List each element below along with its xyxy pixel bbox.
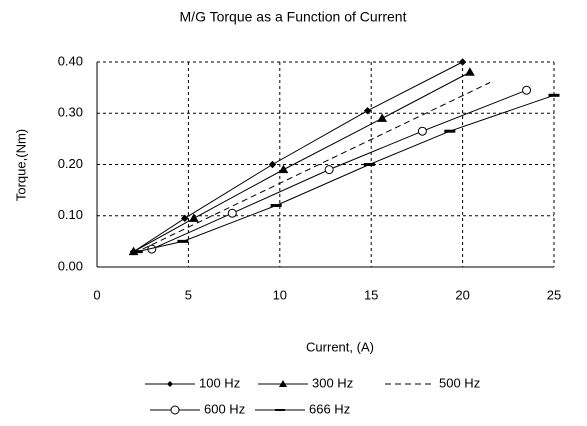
marker: [444, 129, 456, 133]
marker: [363, 106, 372, 115]
x-tick-label: 10: [273, 287, 287, 302]
marker: [227, 208, 237, 218]
x-tick-label: 0: [93, 287, 100, 302]
legend-label: 500 Hz: [439, 375, 480, 390]
series-line: [133, 71, 471, 253]
marker: [189, 213, 199, 222]
legend-marker: [170, 405, 180, 415]
legend-label: 666 Hz: [309, 401, 350, 416]
y-tick-label: 0.20: [58, 156, 83, 171]
chart-title: M/G Torque as a Function of Current: [180, 9, 407, 25]
marker: [363, 163, 375, 166]
legend-marker: [275, 409, 285, 411]
marker: [548, 93, 560, 97]
marker: [522, 85, 532, 95]
legend-marker: [279, 380, 287, 387]
legend-marker: [167, 381, 173, 387]
y-tick-label: 0.10: [58, 207, 83, 222]
x-axis-label: Current, (A): [306, 339, 374, 354]
series-line: [133, 61, 463, 253]
x-tick-label: 20: [455, 287, 469, 302]
legend-label: 300 Hz: [312, 375, 353, 390]
marker: [268, 160, 277, 169]
marker: [181, 214, 189, 223]
legend-label: 600 Hz: [204, 401, 245, 416]
marker: [458, 58, 467, 66]
series-line: [137, 94, 555, 253]
marker: [465, 67, 475, 76]
legend-label: 100 Hz: [199, 375, 240, 390]
x-tick-label: 25: [547, 287, 561, 302]
y-tick-label: 0.00: [58, 258, 83, 273]
marker: [417, 126, 427, 136]
marker: [270, 204, 282, 207]
marker: [324, 165, 334, 175]
x-tick-label: 5: [185, 287, 192, 302]
x-tick-label: 15: [364, 287, 378, 302]
series-line: [142, 82, 491, 250]
marker: [377, 113, 388, 122]
y-tick-label: 0.40: [58, 53, 83, 68]
marker: [177, 239, 189, 243]
y-axis-label: Torque,(Nm): [13, 129, 28, 201]
series-line: [151, 89, 527, 250]
marker: [278, 164, 289, 174]
y-tick-label: 0.30: [58, 105, 83, 120]
marker: [131, 250, 143, 254]
